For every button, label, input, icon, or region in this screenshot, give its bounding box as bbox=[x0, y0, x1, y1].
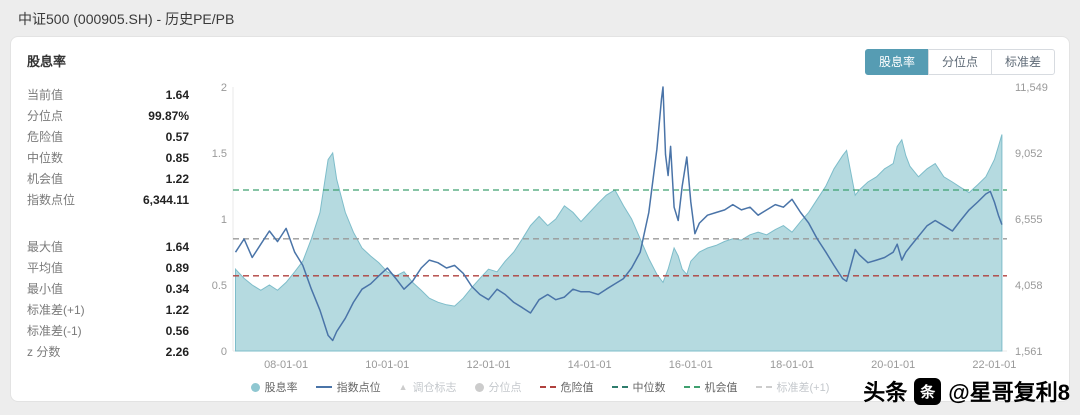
stat-value: 1.64 bbox=[165, 88, 189, 102]
x-tick-label: 18-01-01 bbox=[770, 359, 814, 371]
stat-row-std-plus1: 标准差(+1) 1.22 bbox=[27, 300, 199, 321]
x-tick-label: 20-01-01 bbox=[871, 359, 915, 371]
tab-group: 股息率 分位点 标准差 bbox=[864, 49, 1055, 75]
stat-value: 0.56 bbox=[165, 324, 189, 338]
section-title: 股息率 bbox=[27, 54, 67, 69]
page-title: 中证500 (000905.SH) - 历史PE/PB bbox=[18, 11, 235, 27]
stat-label: 当前值 bbox=[27, 88, 64, 102]
stat-row-max: 最大值 1.64 bbox=[27, 237, 199, 258]
stat-label: 平均值 bbox=[27, 261, 64, 275]
stats-group-distribution: 最大值 1.64 平均值 0.89 最小值 0.34 标准差(+1) 1.22 … bbox=[27, 237, 199, 363]
stat-label: 指数点位 bbox=[27, 193, 76, 207]
legend-label: 分位点 bbox=[488, 382, 522, 394]
legend-item-std-plus-1[interactable]: 标准差(+1) bbox=[755, 379, 830, 395]
stat-row-index-points: 指数点位 6,344.11 bbox=[27, 190, 199, 211]
legend-item-median-value[interactable]: 中位数 bbox=[611, 379, 666, 395]
stat-value: 0.85 bbox=[165, 151, 189, 165]
stat-label: z 分数 bbox=[27, 345, 61, 359]
legend-label: 股息率 bbox=[264, 382, 298, 394]
watermark-handle: @星哥复利8 bbox=[948, 380, 1070, 405]
stat-value: 99.87% bbox=[148, 109, 189, 123]
legend-label: 指数点位 bbox=[336, 382, 381, 394]
stat-label: 中位数 bbox=[27, 151, 64, 165]
card-header: 股息率 股息率 分位点 标准差 bbox=[11, 37, 1069, 75]
legend-item-danger-value[interactable]: 危险值 bbox=[539, 379, 594, 395]
tab-dividend-yield[interactable]: 股息率 bbox=[864, 49, 929, 75]
tab-percentile[interactable]: 分位点 bbox=[927, 49, 992, 75]
danger-value-swatch-icon bbox=[539, 386, 556, 388]
dividend-yield-swatch-icon bbox=[250, 382, 260, 392]
stat-label: 分位点 bbox=[27, 109, 64, 123]
stat-label: 标准差(+1) bbox=[27, 303, 85, 317]
chart-legend: 股息率 指数点位 ▲ 调仓标志 分位点 危险值 中位数 机会值 标准差(+1) bbox=[11, 377, 1069, 405]
y-left-tick-label: 1.5 bbox=[212, 148, 227, 160]
legend-label: 标准差(+1) bbox=[776, 382, 830, 394]
rebalance-marker-swatch-icon: ▲ bbox=[398, 381, 408, 392]
stats-group-current: 当前值 1.64 分位点 99.87% 危险值 0.57 中位数 0.85 机会… bbox=[27, 85, 199, 211]
tab-std-dev[interactable]: 标准差 bbox=[990, 49, 1055, 75]
y-right-tick-label: 9,052 bbox=[1015, 148, 1043, 160]
legend-label: 危险值 bbox=[560, 382, 594, 394]
stat-value: 1.64 bbox=[165, 240, 189, 254]
watermark-prefix: 头条 bbox=[863, 380, 908, 405]
stat-label: 最大值 bbox=[27, 240, 64, 254]
legend-item-percentile[interactable]: 分位点 bbox=[474, 379, 522, 395]
stat-row-median: 中位数 0.85 bbox=[27, 148, 199, 169]
y-left-tick-label: 1 bbox=[221, 214, 227, 226]
stat-row-danger: 危险值 0.57 bbox=[27, 127, 199, 148]
x-tick-label: 10-01-01 bbox=[365, 359, 409, 371]
stat-row-std-minus1: 标准差(-1) 0.56 bbox=[27, 321, 199, 342]
watermark: 头条 条 @星哥复利8 bbox=[863, 375, 1070, 407]
index-points-swatch-icon bbox=[315, 386, 332, 388]
median-value-swatch-icon bbox=[611, 386, 628, 388]
y-right-tick-label: 6,555 bbox=[1015, 214, 1043, 226]
toutiao-logo-icon: 条 bbox=[914, 377, 942, 405]
std-plus-1-swatch-icon bbox=[755, 386, 772, 388]
y-right-tick-label: 1,561 bbox=[1015, 346, 1043, 358]
chart-area[interactable]: 0 0.5 1 1.5 2 1,561 4,058 6,555 9,052 11,549 08-01… bbox=[199, 75, 1063, 377]
stat-row-zscore: z 分数 2.26 bbox=[27, 342, 199, 363]
stat-value: 1.22 bbox=[165, 172, 189, 186]
x-tick-label: 22-01-01 bbox=[972, 359, 1016, 371]
x-tick-label: 14-01-01 bbox=[568, 359, 612, 371]
stat-value: 2.26 bbox=[165, 345, 189, 359]
opportunity-value-swatch-icon bbox=[683, 386, 700, 388]
stat-row-min: 最小值 0.34 bbox=[27, 279, 199, 300]
y-left-tick-label: 2 bbox=[221, 82, 227, 94]
legend-item-opportunity-value[interactable]: 机会值 bbox=[683, 379, 738, 395]
stat-row-percentile: 分位点 99.87% bbox=[27, 106, 199, 127]
chart-card: 股息率 股息率 分位点 标准差 当前值 1.64 分位点 99.87% 危险值 … bbox=[10, 36, 1070, 402]
legend-label: 调仓标志 bbox=[412, 382, 457, 394]
stat-row-opportunity: 机会值 1.22 bbox=[27, 169, 199, 190]
legend-item-index-points[interactable]: 指数点位 bbox=[315, 379, 381, 395]
x-tick-label: 08-01-01 bbox=[264, 359, 308, 371]
stat-value: 0.89 bbox=[165, 261, 189, 275]
index-points-line bbox=[234, 86, 1003, 342]
dividend-yield-area bbox=[235, 134, 1003, 352]
stat-row-current: 当前值 1.64 bbox=[27, 85, 199, 106]
stat-value: 0.34 bbox=[165, 282, 189, 296]
legend-item-dividend-yield[interactable]: 股息率 bbox=[250, 379, 298, 395]
percentile-swatch-icon bbox=[474, 382, 484, 392]
y-right-tick-label: 4,058 bbox=[1015, 280, 1043, 292]
stat-value: 0.57 bbox=[165, 130, 189, 144]
stat-label: 标准差(-1) bbox=[27, 324, 82, 338]
y-right-tick-label: 11,549 bbox=[1015, 82, 1048, 94]
stats-panel: 当前值 1.64 分位点 99.87% 危险值 0.57 中位数 0.85 机会… bbox=[11, 75, 199, 377]
legend-label: 机会值 bbox=[704, 382, 738, 394]
y-left-tick-label: 0.5 bbox=[212, 280, 227, 292]
stat-value: 6,344.11 bbox=[142, 193, 189, 207]
stat-label: 最小值 bbox=[27, 282, 64, 296]
legend-item-rebalance-marker[interactable]: ▲ 调仓标志 bbox=[399, 379, 457, 395]
card-body: 当前值 1.64 分位点 99.87% 危险值 0.57 中位数 0.85 机会… bbox=[11, 75, 1069, 377]
chart-canvas[interactable]: 0 0.5 1 1.5 2 1,561 4,058 6,555 9,052 11,549 08-01… bbox=[199, 77, 1063, 377]
legend-label: 中位数 bbox=[632, 382, 666, 394]
y-left-tick-label: 0 bbox=[221, 346, 227, 358]
x-tick-label: 16-01-01 bbox=[669, 359, 713, 371]
stat-label: 危险值 bbox=[27, 130, 64, 144]
stat-label: 机会值 bbox=[27, 172, 64, 186]
x-tick-label: 12-01-01 bbox=[466, 359, 510, 371]
stat-row-mean: 平均值 0.89 bbox=[27, 258, 199, 279]
stat-value: 1.22 bbox=[165, 303, 189, 317]
